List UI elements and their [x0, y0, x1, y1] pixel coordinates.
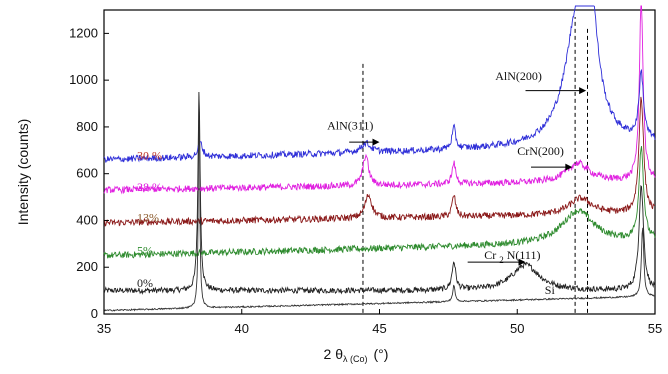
series-label: 30 %	[137, 149, 162, 163]
series-layer	[103, 5, 656, 312]
series-label: 13%	[137, 211, 159, 225]
x-axis-title: 2 θλ (Co) (°)	[324, 346, 389, 364]
series-label: 0%	[137, 276, 153, 290]
annotation-arrow-head	[565, 163, 573, 171]
series-label: 5%	[137, 243, 153, 257]
annotation-layer: AlN(311) AlN(200) CrN(200) Cr 2 N(111) Si	[327, 69, 587, 297]
series-line-30pct	[103, 5, 656, 163]
y-tick-label: 800	[76, 119, 98, 134]
y-tick-label: 200	[76, 259, 98, 274]
tick-layer: 35 40 45 50 55 0 200 400 600 800 1000 1200	[69, 25, 662, 336]
y-axis-title: Intensity (counts)	[15, 119, 31, 226]
peak-annotation-label: Si	[545, 283, 556, 297]
x-axis-title-sub: λ (Co)	[343, 354, 368, 364]
x-axis-title-main: 2 θ	[324, 346, 344, 362]
plot-frame	[103, 9, 656, 315]
x-tick-label: 45	[372, 321, 386, 336]
peak-annotation-label: Cr 2 N(111)	[484, 248, 540, 265]
series-line-13pct	[103, 96, 655, 227]
annotation-arrow-head	[579, 87, 587, 95]
peak-annotation-label: AlN(311)	[327, 118, 373, 132]
series-line-si	[103, 98, 656, 312]
peak-annotation-label: CrN(200)	[517, 144, 564, 158]
annotation-arrow-head	[518, 258, 526, 266]
plot-border	[103, 9, 656, 315]
label-layer: 30 % 28 % 13% 5% 0%	[137, 149, 162, 290]
series-line-5pct	[103, 146, 656, 259]
annotation-arrow-head	[372, 138, 380, 146]
y-tick-label: 400	[76, 212, 98, 227]
x-tick-label: 50	[510, 321, 524, 336]
peak-annotation-label: AlN(200)	[495, 69, 542, 83]
reference-lines	[362, 17, 589, 313]
x-tick-label: 55	[648, 321, 662, 336]
series-line-28pct	[103, 5, 656, 195]
y-tick-label: 1200	[69, 25, 98, 40]
series-line-0pct	[103, 91, 656, 295]
x-tick-label: 35	[97, 321, 111, 336]
y-tick-label: 0	[91, 306, 98, 321]
series-label: 28 %	[137, 180, 162, 194]
y-tick-label: 1000	[69, 72, 98, 87]
y-tick-label: 600	[76, 166, 98, 181]
x-axis-title-unit: (°)	[374, 346, 389, 362]
x-tick-label: 40	[235, 321, 249, 336]
